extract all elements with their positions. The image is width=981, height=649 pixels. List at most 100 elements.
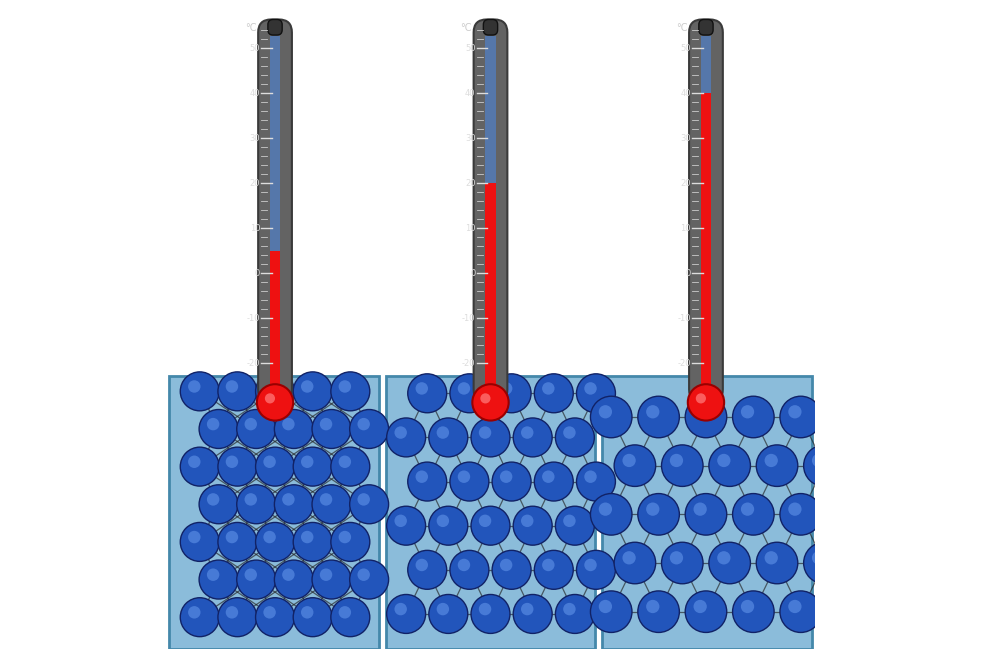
Circle shape [789, 600, 801, 613]
Circle shape [275, 410, 313, 448]
Circle shape [500, 471, 512, 483]
Circle shape [429, 418, 468, 457]
Circle shape [181, 598, 219, 637]
Circle shape [331, 522, 370, 561]
Circle shape [301, 606, 314, 618]
Text: 30: 30 [465, 134, 476, 143]
Circle shape [577, 374, 615, 413]
Bar [486, 184, 495, 391]
Circle shape [542, 559, 554, 571]
Circle shape [741, 600, 754, 613]
Circle shape [577, 462, 615, 501]
Circle shape [263, 380, 276, 393]
Circle shape [283, 493, 294, 506]
Circle shape [670, 551, 683, 565]
Circle shape [471, 506, 510, 545]
Text: °C: °C [460, 23, 472, 32]
Circle shape [563, 426, 576, 439]
Circle shape [513, 594, 552, 633]
Circle shape [301, 531, 314, 543]
FancyBboxPatch shape [258, 19, 292, 402]
Circle shape [394, 515, 407, 527]
Circle shape [263, 531, 276, 543]
Circle shape [764, 454, 778, 467]
FancyBboxPatch shape [698, 19, 713, 35]
Circle shape [458, 559, 470, 571]
Circle shape [357, 493, 370, 506]
Circle shape [471, 594, 510, 633]
Circle shape [387, 506, 426, 545]
Text: 10: 10 [465, 224, 476, 233]
Circle shape [646, 405, 659, 419]
Circle shape [585, 559, 596, 571]
Circle shape [349, 560, 388, 599]
Circle shape [709, 543, 750, 584]
Circle shape [535, 550, 573, 589]
Circle shape [408, 374, 446, 413]
Circle shape [207, 418, 220, 430]
Circle shape [188, 380, 200, 393]
Text: 40: 40 [465, 89, 476, 98]
Circle shape [803, 445, 846, 487]
Circle shape [694, 502, 706, 516]
Circle shape [275, 560, 313, 599]
Circle shape [331, 598, 370, 637]
Circle shape [500, 559, 512, 571]
Circle shape [521, 426, 534, 439]
Bar [486, 36, 495, 184]
Bar [386, 376, 595, 649]
Circle shape [416, 382, 428, 395]
Circle shape [283, 418, 294, 430]
Text: -20: -20 [678, 359, 691, 368]
Circle shape [780, 493, 821, 535]
Text: 10: 10 [249, 224, 260, 233]
Circle shape [521, 515, 534, 527]
Circle shape [688, 384, 724, 421]
Circle shape [812, 551, 825, 565]
Circle shape [226, 456, 238, 468]
Circle shape [437, 426, 449, 439]
Text: -10: -10 [462, 314, 476, 323]
Circle shape [218, 372, 257, 411]
Circle shape [450, 550, 489, 589]
Circle shape [789, 502, 801, 516]
Text: -20: -20 [246, 359, 260, 368]
Circle shape [555, 418, 594, 457]
Circle shape [236, 560, 276, 599]
Circle shape [244, 493, 257, 506]
Text: -10: -10 [246, 314, 260, 323]
Circle shape [188, 531, 200, 543]
Circle shape [207, 569, 220, 581]
Text: 50: 50 [249, 44, 260, 53]
Circle shape [535, 462, 573, 501]
Text: 50: 50 [681, 44, 691, 53]
Circle shape [293, 522, 333, 561]
Circle shape [265, 393, 275, 404]
Circle shape [207, 493, 220, 506]
Circle shape [741, 502, 754, 516]
Circle shape [320, 493, 333, 506]
Circle shape [199, 560, 238, 599]
Text: 0: 0 [686, 269, 691, 278]
Circle shape [387, 418, 426, 457]
Circle shape [293, 372, 333, 411]
Circle shape [349, 485, 388, 524]
Circle shape [598, 405, 612, 419]
Circle shape [256, 598, 294, 637]
Circle shape [394, 603, 407, 615]
Bar [700, 36, 711, 93]
Circle shape [535, 374, 573, 413]
Circle shape [471, 418, 510, 457]
Text: 40: 40 [249, 89, 260, 98]
Circle shape [614, 543, 655, 584]
Circle shape [638, 591, 680, 632]
Circle shape [685, 493, 727, 535]
Circle shape [293, 447, 333, 486]
FancyBboxPatch shape [474, 19, 507, 402]
Circle shape [694, 405, 706, 419]
Circle shape [812, 454, 825, 467]
Circle shape [479, 603, 491, 615]
Circle shape [338, 456, 351, 468]
Circle shape [338, 531, 351, 543]
Circle shape [741, 405, 754, 419]
